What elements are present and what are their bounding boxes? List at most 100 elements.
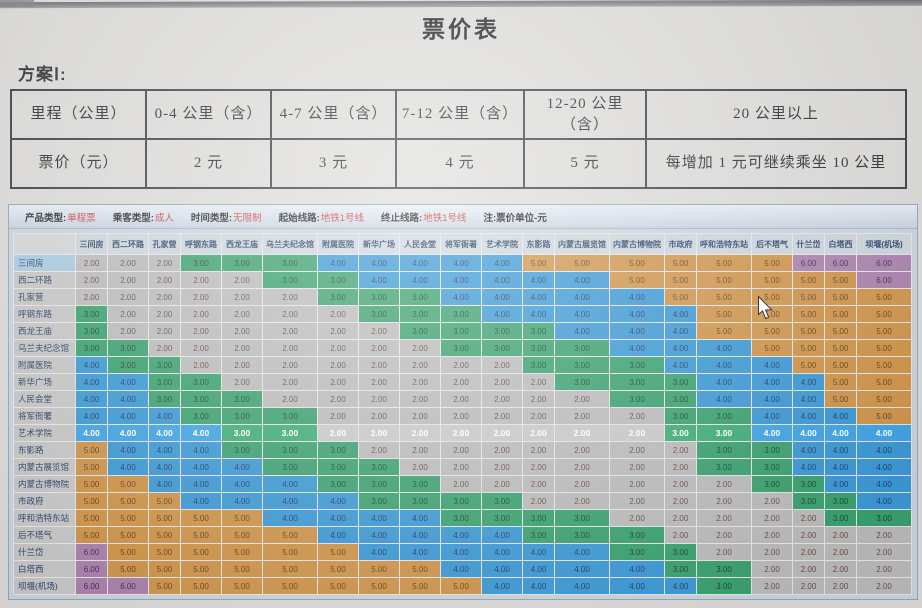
fare-cell-4-17[interactable]: 5.00 xyxy=(792,322,825,340)
fare-cell-5-12[interactable]: 3.00 xyxy=(554,339,610,357)
fare-cell-13-3[interactable]: 4.00 xyxy=(180,475,222,493)
fare-cell-9-3[interactable]: 3.00 xyxy=(180,407,222,425)
row-header-station-18[interactable]: 白塔西 xyxy=(13,560,76,578)
fare-cell-1-5[interactable]: 3.00 xyxy=(262,271,318,289)
fare-cell-19-3[interactable]: 5.00 xyxy=(180,577,222,595)
fare-cell-6-15[interactable]: 4.00 xyxy=(696,356,752,374)
fare-cell-7-8[interactable]: 2.00 xyxy=(399,373,441,391)
fare-cell-16-1[interactable]: 5.00 xyxy=(107,526,149,544)
fare-cell-13-5[interactable]: 4.00 xyxy=(262,475,318,493)
fare-cell-13-14[interactable]: 2.00 xyxy=(664,475,697,493)
fare-cell-2-13[interactable]: 4.00 xyxy=(609,288,665,306)
fare-cell-7-11[interactable]: 2.00 xyxy=(522,373,555,391)
fare-cell-19-6[interactable]: 5.00 xyxy=(317,577,359,595)
fare-cell-15-11[interactable]: 3.00 xyxy=(522,509,555,527)
fare-cell-17-13[interactable]: 3.00 xyxy=(609,543,665,561)
fare-cell-12-5[interactable]: 3.00 xyxy=(262,458,318,476)
column-header-station-16[interactable]: 后不塔气 xyxy=(751,233,793,255)
fare-cell-9-4[interactable]: 3.00 xyxy=(221,407,263,425)
fare-cell-10-1[interactable]: 4.00 xyxy=(107,424,149,442)
fare-cell-5-5[interactable]: 2.00 xyxy=(262,339,318,357)
fare-cell-0-11[interactable]: 5.00 xyxy=(522,254,555,272)
fare-cell-15-15[interactable]: 2.00 xyxy=(696,509,752,527)
fare-cell-12-1[interactable]: 4.00 xyxy=(107,458,149,476)
fare-cell-3-12[interactable]: 4.00 xyxy=(554,305,610,323)
fare-cell-1-10[interactable]: 4.00 xyxy=(481,271,523,289)
fare-cell-1-14[interactable]: 5.00 xyxy=(664,271,697,289)
fare-cell-19-14[interactable]: 4.00 xyxy=(664,577,697,595)
fare-cell-3-8[interactable]: 3.00 xyxy=(399,305,441,323)
fare-cell-3-2[interactable]: 2.00 xyxy=(148,305,181,323)
fare-cell-9-19[interactable]: 5.00 xyxy=(856,407,912,425)
fare-cell-8-5[interactable]: 2.00 xyxy=(262,390,318,408)
fare-cell-10-0[interactable]: 4.00 xyxy=(75,424,108,442)
fare-cell-16-14[interactable]: 2.00 xyxy=(664,526,697,544)
fare-cell-6-9[interactable]: 2.00 xyxy=(440,356,482,374)
column-header-station-0[interactable]: 三间房 xyxy=(75,233,108,255)
fare-cell-8-2[interactable]: 3.00 xyxy=(148,390,181,408)
fare-cell-10-3[interactable]: 4.00 xyxy=(180,424,222,442)
fare-cell-13-4[interactable]: 4.00 xyxy=(221,475,263,493)
row-header-station-15[interactable]: 呼和浩特东站 xyxy=(13,509,76,527)
fare-cell-10-18[interactable]: 4.00 xyxy=(824,424,857,442)
fare-cell-3-14[interactable]: 4.00 xyxy=(664,305,697,323)
fare-cell-8-1[interactable]: 4.00 xyxy=(107,390,149,408)
fare-cell-2-7[interactable]: 3.00 xyxy=(358,288,400,306)
fare-cell-9-9[interactable]: 2.00 xyxy=(440,407,482,425)
fare-cell-14-3[interactable]: 4.00 xyxy=(180,492,222,510)
column-header-station-12[interactable]: 内蒙古展览馆 xyxy=(554,233,610,255)
fare-cell-16-15[interactable]: 2.00 xyxy=(696,526,752,544)
fare-cell-15-18[interactable]: 3.00 xyxy=(824,509,857,527)
fare-cell-12-12[interactable]: 2.00 xyxy=(554,458,610,476)
fare-cell-14-15[interactable]: 2.00 xyxy=(696,492,752,510)
fare-cell-6-11[interactable]: 3.00 xyxy=(522,356,555,374)
fare-cell-5-1[interactable]: 3.00 xyxy=(107,339,149,357)
fare-cell-14-7[interactable]: 3.00 xyxy=(358,492,400,510)
fare-cell-0-10[interactable]: 4.00 xyxy=(481,254,523,272)
column-header-station-9[interactable]: 将军衙署 xyxy=(440,233,482,255)
fare-cell-12-7[interactable]: 3.00 xyxy=(358,458,400,476)
fare-cell-11-3[interactable]: 4.00 xyxy=(180,441,222,459)
fare-cell-10-12[interactable]: 2.00 xyxy=(554,424,610,442)
fare-cell-0-6[interactable]: 4.00 xyxy=(317,254,359,272)
fare-cell-7-2[interactable]: 3.00 xyxy=(148,373,181,391)
column-header-station-17[interactable]: 什兰岱 xyxy=(792,233,825,255)
fare-cell-6-6[interactable]: 2.00 xyxy=(317,356,359,374)
fare-cell-16-17[interactable]: 2.00 xyxy=(792,526,825,544)
fare-cell-5-3[interactable]: 2.00 xyxy=(180,339,222,357)
row-header-station-8[interactable]: 人民会堂 xyxy=(13,390,76,408)
fare-cell-18-4[interactable]: 5.00 xyxy=(221,560,263,578)
fare-cell-4-19[interactable]: 5.00 xyxy=(856,322,912,340)
fare-cell-12-0[interactable]: 5.00 xyxy=(75,458,108,476)
fare-cell-16-2[interactable]: 5.00 xyxy=(148,526,181,544)
fare-cell-2-14[interactable]: 5.00 xyxy=(664,288,697,306)
fare-cell-6-19[interactable]: 5.00 xyxy=(856,356,912,374)
fare-cell-4-16[interactable]: 5.00 xyxy=(751,322,793,340)
fare-cell-0-8[interactable]: 4.00 xyxy=(399,254,441,272)
fare-cell-5-17[interactable]: 5.00 xyxy=(792,339,825,357)
fare-cell-4-15[interactable]: 5.00 xyxy=(696,322,752,340)
fare-cell-8-18[interactable]: 5.00 xyxy=(824,390,857,408)
fare-cell-2-1[interactable]: 2.00 xyxy=(107,288,149,306)
fare-cell-16-13[interactable]: 3.00 xyxy=(609,526,665,544)
fare-cell-9-7[interactable]: 2.00 xyxy=(358,407,400,425)
fare-cell-5-14[interactable]: 4.00 xyxy=(664,339,697,357)
fare-cell-16-8[interactable]: 4.00 xyxy=(399,526,441,544)
fare-cell-0-2[interactable]: 2.00 xyxy=(148,254,181,272)
fare-cell-8-12[interactable]: 2.00 xyxy=(554,390,610,408)
fare-cell-8-9[interactable]: 2.00 xyxy=(440,390,482,408)
fare-cell-15-9[interactable]: 3.00 xyxy=(440,509,482,527)
column-header-station-8[interactable]: 人民会堂 xyxy=(399,233,441,255)
fare-cell-13-15[interactable]: 2.00 xyxy=(696,475,752,493)
fare-cell-12-11[interactable]: 2.00 xyxy=(522,458,555,476)
fare-cell-11-18[interactable]: 4.00 xyxy=(824,441,857,459)
fare-cell-19-9[interactable]: 5.00 xyxy=(440,577,482,595)
fare-cell-0-15[interactable]: 5.00 xyxy=(696,254,752,272)
fare-cell-16-0[interactable]: 5.00 xyxy=(75,526,108,544)
fare-cell-16-7[interactable]: 4.00 xyxy=(358,526,400,544)
fare-cell-9-14[interactable]: 3.00 xyxy=(664,407,697,425)
fare-cell-14-16[interactable]: 2.00 xyxy=(751,492,793,510)
fare-cell-16-16[interactable]: 2.00 xyxy=(751,526,793,544)
fare-cell-18-5[interactable]: 5.00 xyxy=(262,560,318,578)
fare-cell-15-1[interactable]: 5.00 xyxy=(107,509,149,527)
